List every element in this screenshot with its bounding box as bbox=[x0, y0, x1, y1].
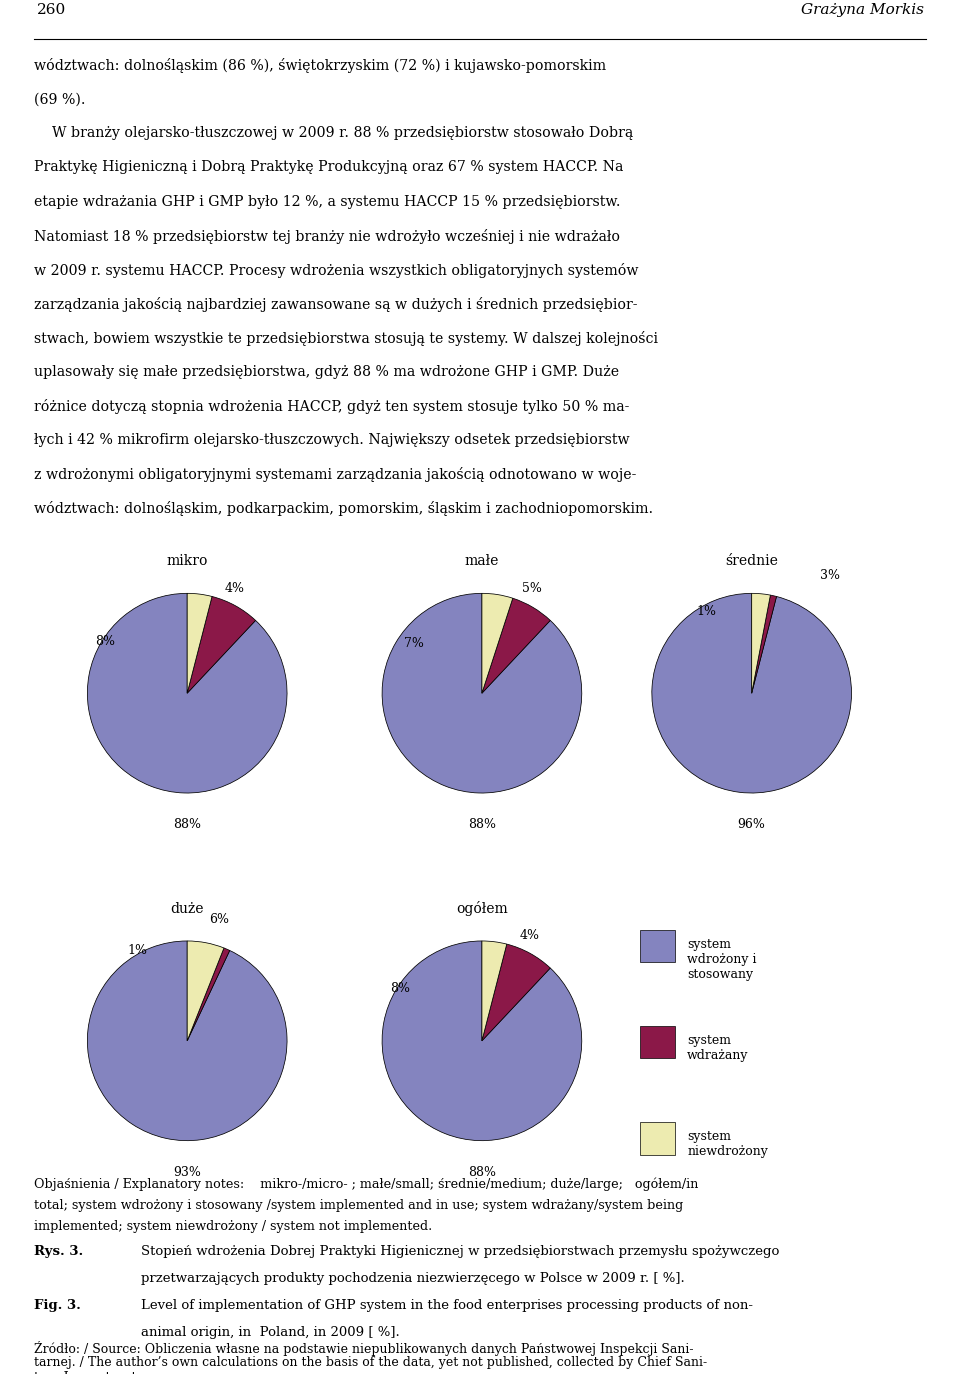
Text: 88%: 88% bbox=[468, 1167, 496, 1179]
Text: implemented; system niewdrożony / system not implemented.: implemented; system niewdrożony / system… bbox=[34, 1220, 432, 1232]
Wedge shape bbox=[482, 594, 513, 692]
Text: Źródło: / Source: Obliczenia własne na podstawie niepublikowanych danych Państwo: Źródło: / Source: Obliczenia własne na p… bbox=[34, 1341, 693, 1356]
Text: łych i 42 % mikrofirm olejarsko-tłuszczowych. Największy odsetek przedsiębiorstw: łych i 42 % mikrofirm olejarsko-tłuszczo… bbox=[34, 433, 629, 447]
Text: Fig. 3.: Fig. 3. bbox=[34, 1298, 81, 1312]
Text: wództwach: dolnośląskim (86 %), świętokrzyskim (72 %) i kujawsko-pomorskim: wództwach: dolnośląskim (86 %), świętokr… bbox=[34, 58, 606, 73]
Text: 8%: 8% bbox=[95, 635, 115, 647]
Wedge shape bbox=[382, 941, 582, 1140]
Text: 93%: 93% bbox=[173, 1167, 202, 1179]
Text: 5%: 5% bbox=[522, 581, 541, 595]
Text: zarządzania jakością najbardziej zawansowane są w dużych i średnich przedsiębior: zarządzania jakością najbardziej zawanso… bbox=[34, 297, 637, 312]
Title: duże: duże bbox=[171, 901, 204, 916]
Text: 4%: 4% bbox=[520, 929, 540, 943]
Text: 88%: 88% bbox=[468, 819, 496, 831]
Wedge shape bbox=[382, 594, 582, 793]
Wedge shape bbox=[187, 948, 229, 1041]
Text: wództwach: dolnośląskim, podkarpackim, pomorskim, śląskim i zachodniopomorskim.: wództwach: dolnośląskim, podkarpackim, p… bbox=[34, 502, 653, 515]
Text: 260: 260 bbox=[36, 3, 65, 18]
Wedge shape bbox=[187, 596, 255, 692]
Text: Grażyna Morkis: Grażyna Morkis bbox=[801, 3, 924, 18]
Text: 6%: 6% bbox=[209, 912, 229, 926]
Text: 3%: 3% bbox=[820, 569, 840, 581]
Text: system
niewdrożony: system niewdrożony bbox=[687, 1131, 768, 1158]
Text: Praktykę Higieniczną i Dobrą Praktykę Produkcyjną oraz 67 % system HACCP. Na: Praktykę Higieniczną i Dobrą Praktykę Pr… bbox=[34, 161, 623, 174]
Wedge shape bbox=[752, 594, 770, 692]
Text: 1%: 1% bbox=[128, 944, 147, 958]
Wedge shape bbox=[752, 595, 777, 692]
Text: uplasowały się małe przedsiębiorstwa, gdyż 88 % ma wdrożone GHP i GMP. Duże: uplasowały się małe przedsiębiorstwa, gd… bbox=[34, 364, 619, 379]
Wedge shape bbox=[87, 594, 287, 793]
Text: tarnej. / The author’s own calculations on the basis of the data, yet not publis: tarnej. / The author’s own calculations … bbox=[34, 1356, 707, 1369]
Text: 1%: 1% bbox=[697, 605, 717, 618]
Text: (69 %).: (69 %). bbox=[34, 92, 85, 106]
Text: etapie wdrażania GHP i GMP było 12 %, a systemu HACCP 15 % przedsiębiorstw.: etapie wdrażania GHP i GMP było 12 %, a … bbox=[34, 195, 620, 209]
Title: średnie: średnie bbox=[725, 554, 779, 569]
Text: 96%: 96% bbox=[737, 819, 766, 831]
Text: 88%: 88% bbox=[173, 819, 202, 831]
Text: stwach, bowiem wszystkie te przedsiębiorstwa stosują te systemy. W dalszej kolej: stwach, bowiem wszystkie te przedsiębior… bbox=[34, 331, 658, 346]
Title: ogółem: ogółem bbox=[456, 901, 508, 916]
Text: 4%: 4% bbox=[226, 581, 245, 595]
Bar bbox=[639, 929, 675, 962]
Text: Natomiast 18 % przedsiębiorstw tej branży nie wdrożyło wcześniej i nie wdrażało: Natomiast 18 % przedsiębiorstw tej branż… bbox=[34, 228, 619, 243]
Text: system
wdrażany: system wdrażany bbox=[687, 1035, 749, 1062]
Text: różnice dotyczą stopnia wdrożenia HACCP, gdyż ten system stosuje tylko 50 % ma-: różnice dotyczą stopnia wdrożenia HACCP,… bbox=[34, 398, 629, 414]
Text: 7%: 7% bbox=[404, 636, 424, 650]
Text: Objaśnienia / Explanatory notes:    mikro-/micro- ; małe/small; średnie/medium; : Objaśnienia / Explanatory notes: mikro-/… bbox=[34, 1178, 698, 1191]
Wedge shape bbox=[187, 594, 212, 692]
Wedge shape bbox=[87, 941, 287, 1140]
Bar bbox=[639, 1026, 675, 1058]
Text: w 2009 r. systemu HACCP. Procesy wdrożenia wszystkich obligatoryjnych systemów: w 2009 r. systemu HACCP. Procesy wdrożen… bbox=[34, 262, 638, 278]
Text: z wdrożonymi obligatoryjnymi systemami zarządzania jakością odnotowano w woje-: z wdrożonymi obligatoryjnymi systemami z… bbox=[34, 467, 636, 482]
Text: Rys. 3.: Rys. 3. bbox=[34, 1245, 83, 1257]
Text: tary Inspectorate.: tary Inspectorate. bbox=[34, 1371, 147, 1374]
Text: 8%: 8% bbox=[390, 982, 410, 995]
Title: mikro: mikro bbox=[166, 554, 208, 569]
Text: Level of implementation of GHP system in the food enterprises processing product: Level of implementation of GHP system in… bbox=[141, 1298, 753, 1312]
Text: Stopień wdrożenia Dobrej Praktyki Higienicznej w przedsiębiorstwach przemysłu sp: Stopień wdrożenia Dobrej Praktyki Higien… bbox=[141, 1245, 780, 1257]
Text: animal origin, in  Poland, in 2009 [ %].: animal origin, in Poland, in 2009 [ %]. bbox=[141, 1326, 399, 1338]
Wedge shape bbox=[482, 598, 550, 692]
Wedge shape bbox=[187, 941, 224, 1041]
Title: małe: małe bbox=[465, 554, 499, 569]
Wedge shape bbox=[482, 941, 507, 1041]
Wedge shape bbox=[482, 944, 550, 1041]
Bar bbox=[639, 1123, 675, 1154]
Text: W branży olejarsko-tłuszczowej w 2009 r. 88 % przedsiębiorstw stosowało Dobrą: W branży olejarsko-tłuszczowej w 2009 r.… bbox=[34, 126, 633, 140]
Text: przetwarzających produkty pochodzenia niezwierzęcego w Polsce w 2009 r. [ %].: przetwarzających produkty pochodzenia ni… bbox=[141, 1272, 684, 1285]
Wedge shape bbox=[652, 594, 852, 793]
Text: total; system wdrożony i stosowany /system implemented and in use; system wdraża: total; system wdrożony i stosowany /syst… bbox=[34, 1198, 683, 1212]
Text: system
wdrożony i
stosowany: system wdrożony i stosowany bbox=[687, 937, 756, 981]
